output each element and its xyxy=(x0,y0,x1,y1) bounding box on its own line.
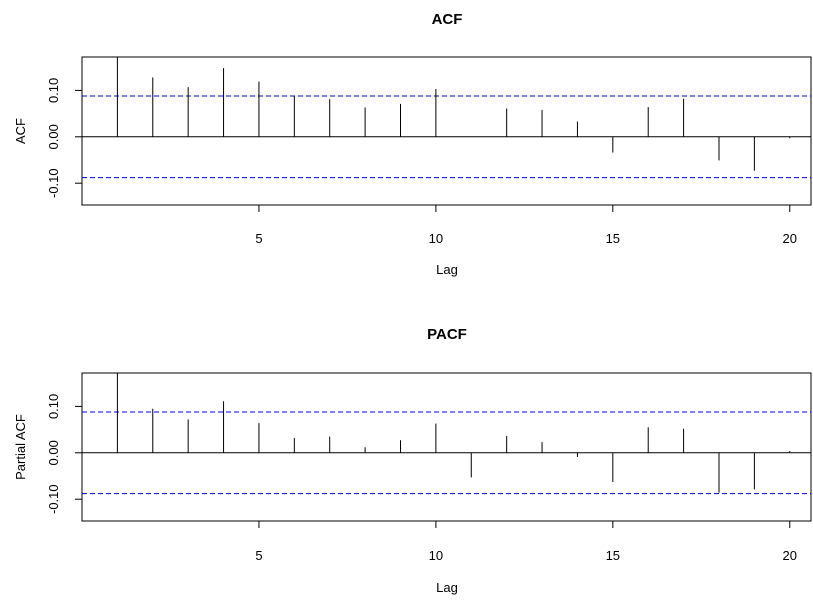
pacf-plot-frame xyxy=(81,372,812,522)
acf-x-tick-label-5: 5 xyxy=(255,231,262,246)
pacf-x-tick-label-15: 15 xyxy=(606,548,620,563)
pacf-y-tick-label-2: 0.10 xyxy=(46,394,61,419)
acf-x-axis-label: Lag xyxy=(436,262,458,277)
pacf-panel: PACF 5 10 15 20 -0.10 0.00 0.10 Lag Partial A… xyxy=(13,326,812,595)
acf-y-tick-label-2: 0.10 xyxy=(46,78,61,103)
acf-y-axis: -0.10 0.00 0.10 xyxy=(46,78,82,198)
acf-title: ACF xyxy=(432,11,463,28)
pacf-y-axis: -0.10 0.00 0.10 xyxy=(46,394,82,514)
pacf-x-tick-label-20: 20 xyxy=(783,548,797,563)
acf-x-tick-label-20: 20 xyxy=(783,231,797,246)
pacf-x-axis-label: Lag xyxy=(436,580,458,595)
acf-y-axis-label: ACF xyxy=(13,118,28,144)
pacf-confidence-bands xyxy=(82,411,811,495)
acf-x-tick-label-10: 10 xyxy=(429,231,443,246)
acf-x-axis: 5 10 15 20 xyxy=(255,205,797,246)
acf-y-tick-label-0: -0.10 xyxy=(46,168,61,198)
pacf-x-tick-label-10: 10 xyxy=(429,548,443,563)
pacf-bars xyxy=(116,373,791,493)
acf-x-tick-label-15: 15 xyxy=(606,231,620,246)
pacf-x-axis: 5 10 15 20 xyxy=(255,521,797,563)
acf-confidence-bands xyxy=(82,95,811,179)
acf-panel: ACF 5 10 15 20 -0.10 0.00 0.10 Lag ACF xyxy=(13,11,812,277)
pacf-y-axis-label: Partial ACF xyxy=(13,414,28,480)
acf-plot-frame xyxy=(81,56,812,206)
pacf-title: PACF xyxy=(427,326,467,343)
acf-y-tick-label-1: 0.00 xyxy=(46,124,61,149)
pacf-y-tick-label-1: 0.00 xyxy=(46,440,61,465)
pacf-y-tick-label-0: -0.10 xyxy=(46,484,61,514)
pacf-x-tick-label-5: 5 xyxy=(255,548,262,563)
acf-bars xyxy=(116,57,791,171)
